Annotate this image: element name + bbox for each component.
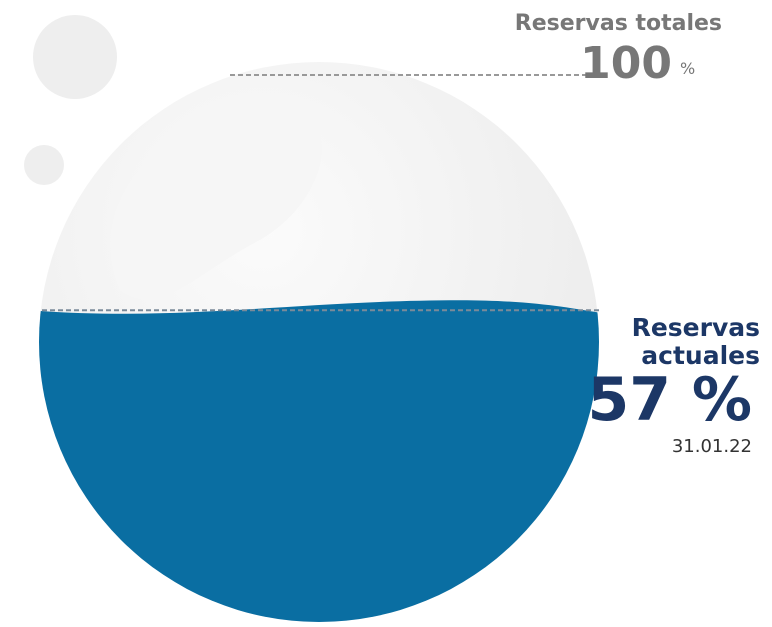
bubble bbox=[24, 145, 64, 185]
current-date: 31.01.22 bbox=[672, 436, 752, 457]
current-value: 57 % bbox=[587, 365, 752, 435]
total-label: Reservas totales bbox=[515, 11, 722, 36]
total-value: 100 bbox=[580, 38, 672, 89]
water bbox=[39, 300, 599, 622]
highlight bbox=[110, 107, 322, 300]
bubble bbox=[33, 15, 117, 99]
total-unit: % bbox=[680, 59, 695, 78]
current-label: Reservas actuales bbox=[631, 313, 760, 370]
